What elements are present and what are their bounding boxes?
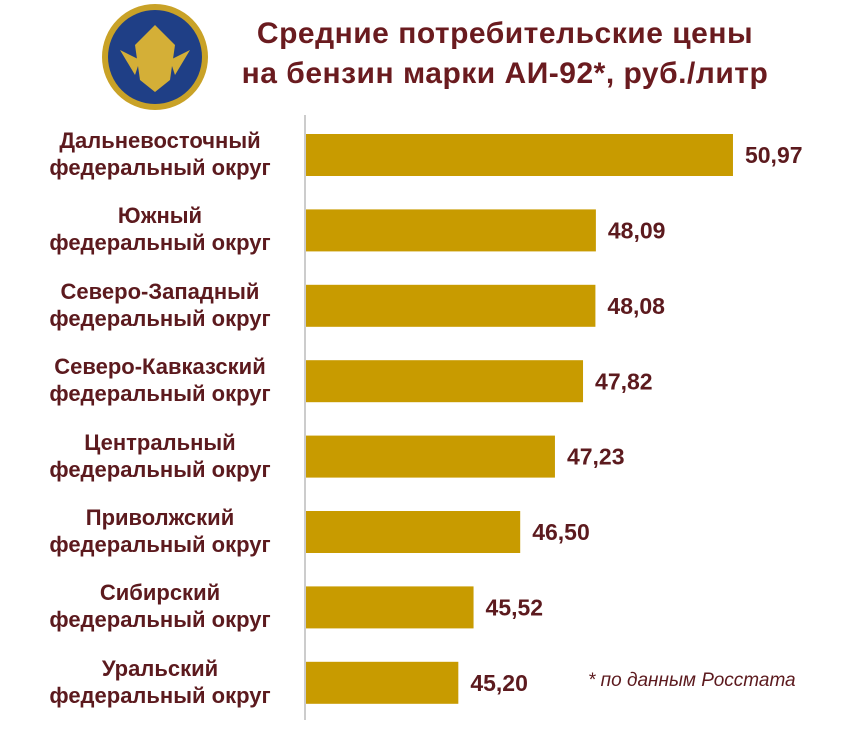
emblem <box>102 4 208 110</box>
category-label: Уральский федеральный округ <box>49 655 271 708</box>
bar <box>306 435 555 478</box>
value-label: 48,08 <box>607 293 665 319</box>
value-label: 47,23 <box>567 444 625 470</box>
bar <box>306 360 584 403</box>
value-label: 45,20 <box>470 670 528 696</box>
bar <box>306 586 474 629</box>
category-label: Центральный федеральный округ <box>49 429 271 482</box>
bar <box>306 284 596 327</box>
category-label: Южный федеральный округ <box>49 203 271 256</box>
category-label: Сибирский федеральный округ <box>49 580 271 633</box>
chart-title: Средние потребительские цены на бензин м… <box>241 17 769 90</box>
bar <box>306 661 459 704</box>
bar <box>306 209 596 252</box>
footnote: * по данным Росстата <box>588 670 796 691</box>
category-label: Дальневосточный федеральный округ <box>49 128 271 180</box>
value-label: 46,50 <box>532 519 590 545</box>
bar <box>306 134 733 176</box>
value-label: 47,82 <box>595 368 653 394</box>
bar <box>306 511 521 553</box>
value-label: 50,97 <box>745 142 803 168</box>
value-label: 45,52 <box>486 594 544 620</box>
category-label: Приволжский федеральный округ <box>49 505 271 557</box>
category-label: Северо-Западный федеральный округ <box>49 278 271 331</box>
category-label: Северо-Кавказский федеральный округ <box>49 354 271 407</box>
value-label: 48,09 <box>608 217 666 243</box>
